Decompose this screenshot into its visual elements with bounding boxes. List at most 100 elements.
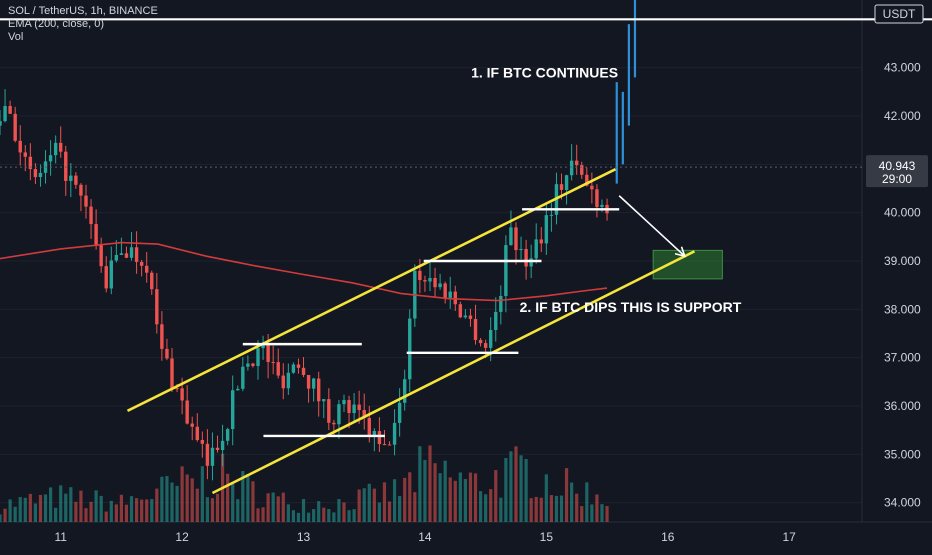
candle-body — [316, 378, 321, 402]
y-tick-label: 34.000 — [884, 496, 921, 510]
volume-bar — [276, 496, 280, 522]
candle-body — [94, 224, 98, 245]
volume-bar — [74, 501, 78, 522]
candle-body — [585, 174, 589, 186]
volume-bar — [494, 470, 498, 522]
volume-bar — [195, 488, 199, 522]
candle-body — [559, 184, 564, 190]
ema-indicator-label[interactable]: EMA (200, close, 0) — [8, 18, 104, 30]
volume-bar — [281, 492, 285, 522]
volume-bar — [231, 483, 235, 522]
x-tick-label: 11 — [54, 530, 67, 544]
y-tick-label: 39.000 — [884, 254, 921, 268]
candle-body — [514, 227, 518, 251]
volume-indicator-label[interactable]: Vol — [8, 31, 24, 43]
currency-label-box[interactable] — [874, 4, 924, 24]
volume-bar — [473, 473, 478, 522]
volume-bar — [367, 483, 371, 522]
volume-bar — [382, 482, 387, 522]
candle-body — [488, 330, 493, 348]
volume-bar — [554, 495, 559, 522]
volume-bar — [372, 488, 376, 522]
volume-bar — [453, 480, 457, 522]
volume-bar — [590, 504, 594, 522]
candle-body — [311, 378, 316, 389]
candle-body — [150, 272, 154, 290]
candle-body — [590, 185, 594, 190]
candle-body — [236, 388, 240, 391]
arrow-line[interactable] — [618, 195, 686, 257]
arrow-head[interactable] — [674, 246, 686, 258]
y-tick-label: 38.000 — [884, 302, 921, 316]
volume-bar — [580, 506, 584, 522]
candle-body — [139, 261, 144, 266]
candle-body — [210, 447, 215, 466]
candle-body — [124, 253, 129, 258]
volume-bar — [271, 492, 275, 522]
y-tick-label: 37.000 — [884, 351, 921, 365]
candle-body — [423, 280, 427, 282]
candle-body — [600, 204, 604, 207]
volume-bar — [392, 479, 397, 522]
volume-bar — [433, 463, 437, 522]
candle-body — [205, 443, 210, 466]
candle-body — [28, 156, 33, 170]
volume-bar — [175, 485, 179, 522]
candle-body — [362, 410, 366, 418]
candle-body — [529, 258, 533, 267]
volume-bar — [559, 495, 564, 522]
candle-body — [564, 175, 569, 190]
volume-bar — [342, 502, 346, 522]
volume-bar — [109, 500, 113, 522]
candle-body — [418, 270, 422, 281]
volume-bar — [210, 498, 215, 522]
candle-body — [549, 214, 554, 216]
candle-body — [453, 291, 457, 305]
candle-body — [13, 113, 17, 141]
volume-bar — [448, 477, 452, 522]
volume-bar — [357, 489, 361, 522]
candle-body — [134, 247, 139, 262]
candle-body — [185, 400, 189, 424]
lower-channel[interactable] — [211, 250, 696, 495]
volume-bar — [241, 471, 245, 522]
candle-body — [160, 324, 164, 349]
candle-body — [129, 247, 134, 258]
volume-bar — [352, 509, 356, 522]
volume-bar — [504, 458, 508, 522]
annotation-text-2[interactable]: 2. IF BTC DIPS THIS IS SUPPORT — [520, 299, 742, 315]
annotation-text-1[interactable]: 1. IF BTC CONTINUES — [471, 64, 618, 80]
volume-bar — [261, 507, 265, 522]
volume-bar — [94, 490, 98, 522]
candle-body — [580, 165, 584, 175]
candle-body — [367, 417, 371, 437]
volume-bar — [251, 481, 255, 522]
volume-bar — [134, 498, 139, 522]
candle-body — [170, 358, 174, 389]
candle-body — [251, 363, 255, 367]
candle-body — [534, 239, 538, 259]
volume-bar — [48, 487, 53, 522]
volume-bar — [79, 490, 83, 522]
candle-body — [569, 160, 574, 176]
candle-body — [377, 431, 382, 445]
current-price-label: 40.943 — [879, 159, 916, 173]
volume-bar — [301, 498, 306, 522]
volume-bar — [322, 507, 326, 522]
candle-body — [271, 361, 275, 363]
volume-bar — [99, 495, 103, 522]
volume-bar — [200, 466, 204, 522]
x-tick-label: 16 — [661, 530, 675, 544]
currency-label[interactable]: USDT — [883, 7, 916, 21]
volume-bar — [165, 476, 169, 522]
volume-bar — [458, 472, 462, 522]
candle-body — [433, 278, 437, 288]
candle-body — [38, 172, 43, 178]
candle-body — [473, 318, 478, 340]
candle-body — [79, 184, 83, 196]
candle-body — [402, 379, 407, 403]
candle-body — [347, 400, 351, 414]
volume-bar — [585, 482, 589, 522]
